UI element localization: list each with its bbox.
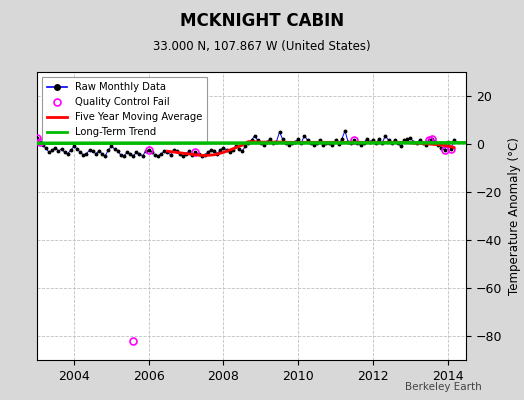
Text: MCKNIGHT CABIN: MCKNIGHT CABIN [180,12,344,30]
Text: Berkeley Earth: Berkeley Earth [406,382,482,392]
Text: 33.000 N, 107.867 W (United States): 33.000 N, 107.867 W (United States) [153,40,371,53]
Y-axis label: Temperature Anomaly (°C): Temperature Anomaly (°C) [508,137,521,295]
Legend: Raw Monthly Data, Quality Control Fail, Five Year Moving Average, Long-Term Tren: Raw Monthly Data, Quality Control Fail, … [42,77,207,142]
